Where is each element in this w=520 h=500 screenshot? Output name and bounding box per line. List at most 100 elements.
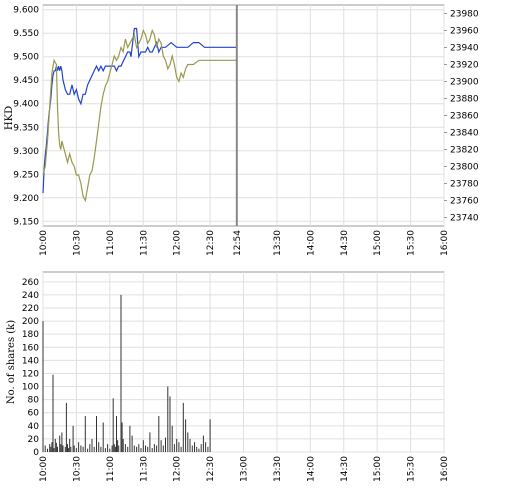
price-grid [42,5,445,226]
volume-bar [82,446,84,452]
volume-bar [93,446,95,452]
price-plot-area [42,4,445,227]
volume-x-tick-label: 13:00 [240,456,250,482]
volume-bar [162,445,164,452]
price-right-tick-label: 23760 [450,197,479,207]
volume-bar [151,448,153,452]
volume-bar [121,422,123,452]
price-x-tick-label: 13:30 [273,230,283,256]
price-right-tick-label: 23980 [450,10,479,20]
price-x-tick-label: 10:30 [72,230,82,256]
volume-y-tick-label: 60 [28,409,40,419]
volume-bar [73,445,75,452]
price-right-tick-label: 23800 [450,163,479,173]
price-x-tick-label: 15:30 [407,230,417,256]
volume-bar [182,402,184,452]
volume-x-ticks: 10:00 10:30 11:00 11:30 12:00 12:30 13:00 13:30… [39,456,450,482]
volume-bar [145,445,146,452]
volume-bar [54,438,56,452]
volume-x-tick-label: 10:30 [72,456,82,482]
volume-y-tick-label: 0 [33,448,39,458]
volume-bar [44,445,46,452]
price-right-ticks: 23740 23760 23780 23800 23820 23840 23860 23880… [444,10,479,224]
volume-x-tick-label: 15:30 [407,456,417,482]
volume-bar [59,435,61,452]
volume-y-tick-label: 180 [22,330,39,340]
price-x-tick-label: 16:00 [440,230,450,256]
price-x-tick-label: 15:00 [373,230,383,256]
volume-bar [189,438,191,452]
volume-x-tick-label: 16:00 [440,456,450,482]
price-left-tick-label: 9.400 [13,100,39,110]
volume-bar [196,446,198,452]
volume-bar [65,402,67,452]
volume-bar [200,444,202,452]
volume-bar [133,445,135,452]
volume-x-tick-label: 15:00 [373,456,383,482]
price-left-tick-label: 9.150 [13,217,39,227]
volume-bar [165,437,166,452]
volume-bar [118,445,120,452]
volume-y-tick-label: 240 [22,291,39,301]
volume-y-tick-label: 220 [22,304,39,314]
volume-bar [122,438,124,452]
price-x-tick-label: 12:30 [206,230,216,256]
volume-bar [120,294,122,452]
volume-bar [47,448,48,452]
volume-bar [64,446,66,452]
price-x-ticks: 10:00 10:30 11:00 11:30 12:00 12:30 12:54 13:30… [39,230,450,256]
volume-bar [187,432,189,452]
volume-y-ticks: 0 20 40 60 80 100 120 140 160 180 200 220 240 260 [22,278,39,458]
volume-bar [96,416,97,452]
price-x-tick-label: 14:00 [306,230,316,256]
volume-bar [107,444,109,452]
volume-bar [156,445,158,452]
volume-bar [57,446,58,452]
volume-x-tick-label: 14:00 [306,456,316,482]
price-left-tick-label: 9.350 [13,123,39,133]
volume-bar [70,446,72,452]
volume-bar [153,444,155,452]
volume-bar [207,446,209,452]
price-right-tick-label: 23900 [450,78,479,88]
price-right-tick-label: 23880 [450,95,479,105]
volume-bar [98,442,100,452]
volume-bar [62,445,64,452]
volume-y-tick-label: 120 [22,369,39,379]
volume-bar [160,440,162,452]
price-series [42,27,237,203]
volume-bar [111,445,113,452]
price-left-tick-label: 9.600 [13,6,39,16]
volume-bar [167,386,169,452]
volume-y-tick-label: 80 [28,396,40,406]
volume-bar [91,438,93,452]
volume-y-tick-label: 160 [22,343,39,353]
price-left-tick-label: 9.450 [13,76,39,86]
volume-bar [138,444,140,452]
volume-bar [60,444,62,452]
volume-y-tick-label: 140 [22,356,39,366]
volume-bar [185,419,187,452]
volume-bar [205,442,207,452]
price-left-tick-label: 9.300 [13,147,39,157]
volume-bar [113,444,115,452]
price-y-label: HKD [4,106,15,130]
price-left-tick-label: 9.500 [13,53,39,63]
volume-bar [117,440,119,452]
price-right-tick-label: 23960 [450,27,479,37]
volume-bar [169,396,171,452]
volume-bar [136,446,138,452]
volume-y-tick-label: 40 [28,422,40,432]
volume-bar [49,444,51,452]
volume-bar [180,446,182,452]
volume-x-tick-label: 12:30 [206,456,216,482]
volume-bar [55,442,57,452]
volume-bar [173,444,175,452]
volume-x-tick-label: 13:30 [273,456,283,482]
volume-x-tick-label: 10:00 [39,456,49,482]
volume-bar [42,321,44,452]
index-series-line [42,28,237,203]
volume-bar [68,448,70,452]
volume-bar [84,416,86,452]
